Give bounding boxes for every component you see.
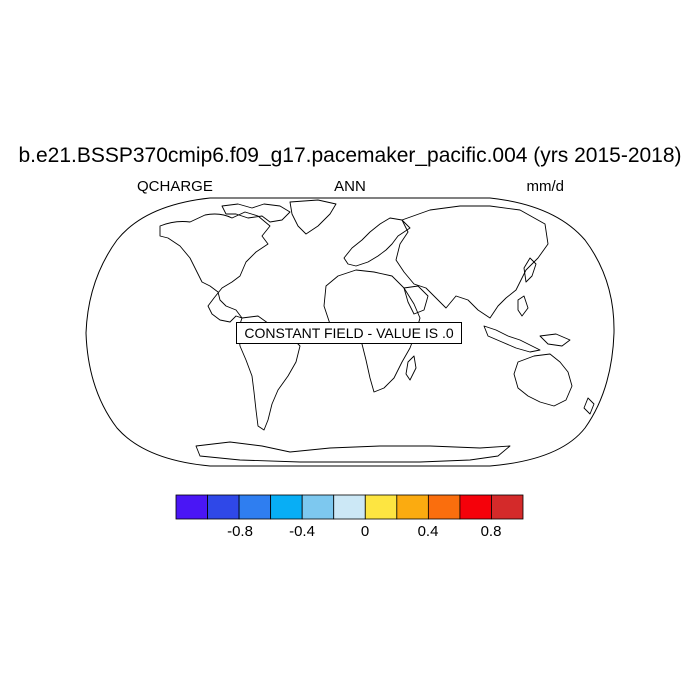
colorbar-swatch xyxy=(301,494,335,520)
colorbar-swatch xyxy=(364,494,398,520)
colorbar-swatch xyxy=(396,494,429,520)
colorbar-swatch xyxy=(270,494,303,520)
philippines-coast xyxy=(517,295,529,317)
new-guinea-coast xyxy=(539,333,571,347)
colorbar-tick-label: 0.8 xyxy=(480,523,502,540)
colorbar-swatch xyxy=(333,494,366,520)
arabia-coast xyxy=(403,285,429,315)
europe-coast xyxy=(343,217,411,267)
variable-label: QCHARGE xyxy=(137,178,213,195)
colorbar-swatch xyxy=(207,494,240,520)
colorbar-swatch xyxy=(491,494,524,520)
constant-field-label: CONSTANT FIELD - VALUE IS .0 xyxy=(236,322,462,344)
season-label: ANN xyxy=(334,178,366,195)
north-america-coast xyxy=(159,211,271,323)
asia-coast xyxy=(395,205,549,319)
colorbar xyxy=(175,494,524,520)
colorbar-tick-label: 0 xyxy=(360,523,370,540)
colorbar-swatch xyxy=(427,494,461,520)
madagascar-coast xyxy=(405,355,417,381)
colorbar-tick-label: 0.4 xyxy=(417,523,439,540)
japan-coast xyxy=(523,257,537,283)
colorbar-swatch xyxy=(459,494,492,520)
colorbar-swatch xyxy=(175,494,208,520)
map-frame xyxy=(85,197,615,467)
colorbar-tick-label: -0.4 xyxy=(289,523,315,540)
colorbar-swatch xyxy=(238,494,272,520)
new-zealand-coast xyxy=(583,397,595,415)
units-label: mm/d xyxy=(526,178,565,195)
antarctica-coast xyxy=(195,441,511,463)
arctic-islands xyxy=(221,203,291,223)
greenland-coast xyxy=(289,199,337,235)
plot-title: b.e21.BSSP370cmip6.f09_g17.pacemaker_pac… xyxy=(18,144,682,167)
australia-coast xyxy=(513,353,573,407)
indonesia-coast xyxy=(483,325,541,353)
colorbar-tick-label: -0.8 xyxy=(227,523,253,540)
